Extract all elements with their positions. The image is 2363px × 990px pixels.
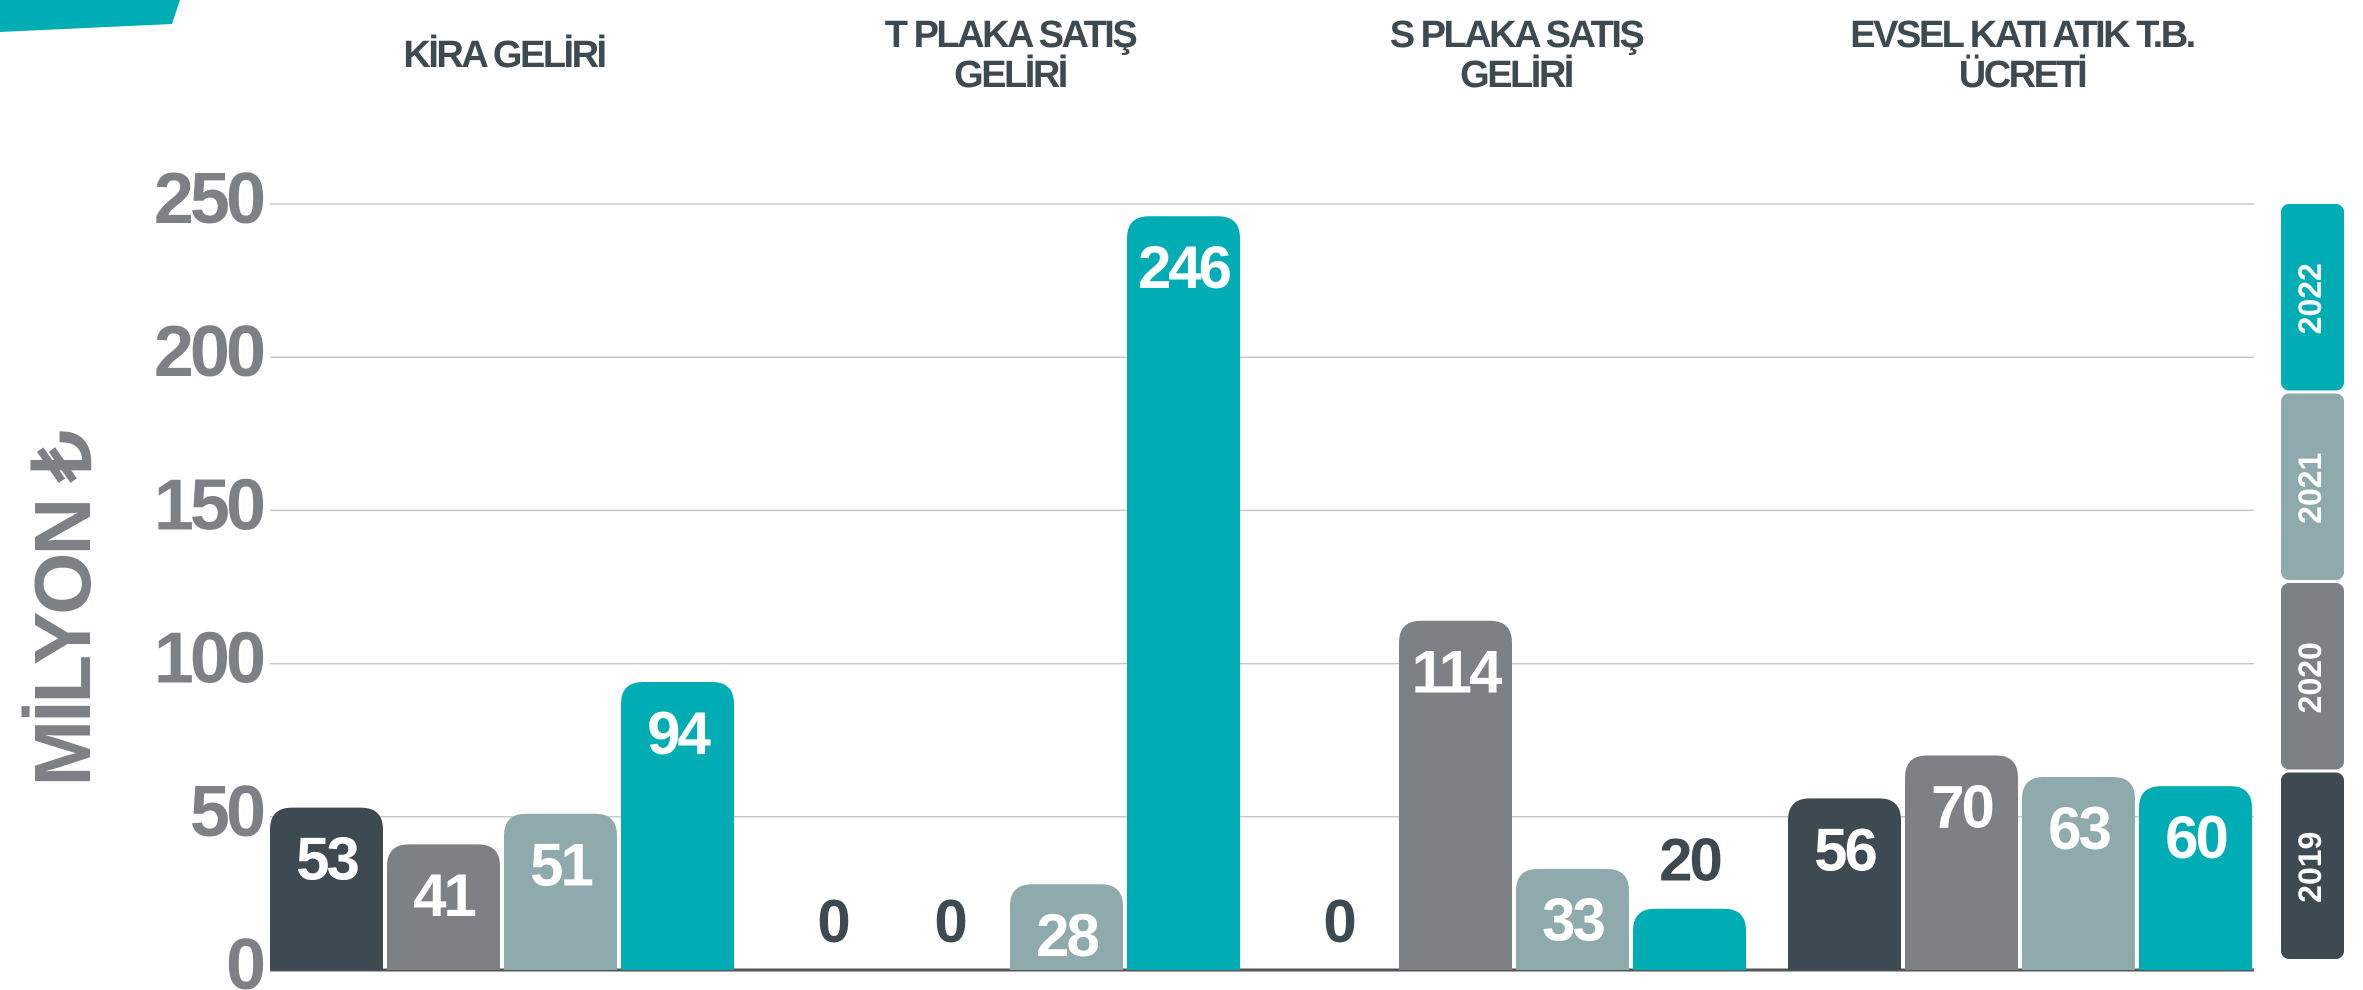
y-tick-label: 100	[154, 619, 264, 699]
y-tick-label: 150	[154, 465, 264, 545]
data-label: 33	[1542, 887, 1604, 954]
data-label: 56	[1814, 816, 1876, 883]
data-label: 70	[1931, 773, 1992, 840]
y-tick-label: 50	[190, 772, 264, 852]
y-tick-label: 250	[154, 159, 264, 239]
corner-decoration	[0, 0, 180, 32]
data-label: 0	[817, 888, 848, 955]
data-label: 41	[413, 862, 475, 929]
y-axis-label: MİLYON ₺	[18, 430, 107, 786]
bar	[1905, 755, 2018, 970]
bar	[1788, 798, 1901, 970]
data-label: 28	[1036, 902, 1098, 969]
bar	[1399, 620, 1512, 970]
legend-swatch	[2281, 204, 2344, 391]
y-tick-label: 0	[226, 925, 264, 990]
group-title: EVSEL KATI ATIK T.B. ÜCRETİ	[1850, 14, 2196, 96]
data-label: 20	[1659, 827, 1720, 894]
data-label: 63	[2048, 795, 2110, 862]
legend-label: 2022	[2292, 263, 2328, 334]
legend-label: 2020	[2292, 642, 2328, 713]
group-title: S PLAKA SATIŞ GELİRİ	[1389, 14, 1645, 96]
bar	[1516, 868, 1629, 970]
data-label: 0	[1323, 888, 1354, 955]
bar	[1010, 884, 1123, 970]
bar	[1633, 908, 1746, 970]
data-label: 94	[647, 700, 711, 767]
data-label: 60	[2165, 804, 2226, 871]
data-label: 53	[296, 825, 358, 892]
bar	[1127, 216, 1240, 971]
y-tick-label: 200	[154, 312, 264, 392]
bar	[504, 813, 617, 970]
bar	[387, 844, 500, 970]
legend-swatch	[2281, 772, 2344, 959]
data-label: 51	[530, 832, 592, 899]
group-title: T PLAKA SATIŞ GELİRİ	[884, 14, 1138, 96]
legend-label: 2021	[2292, 453, 2328, 524]
data-label: 246	[1138, 234, 1231, 301]
data-label: 0	[934, 888, 965, 955]
bar	[621, 681, 734, 970]
bar	[270, 807, 383, 970]
bar	[2022, 776, 2135, 970]
bar	[2139, 786, 2252, 970]
data-label: 114	[1412, 639, 1503, 706]
group-title: KİRA GELİRİ	[403, 34, 607, 76]
legend-swatch	[2281, 583, 2344, 770]
legend-swatch	[2281, 393, 2344, 580]
legend-label: 2019	[2292, 832, 2328, 903]
